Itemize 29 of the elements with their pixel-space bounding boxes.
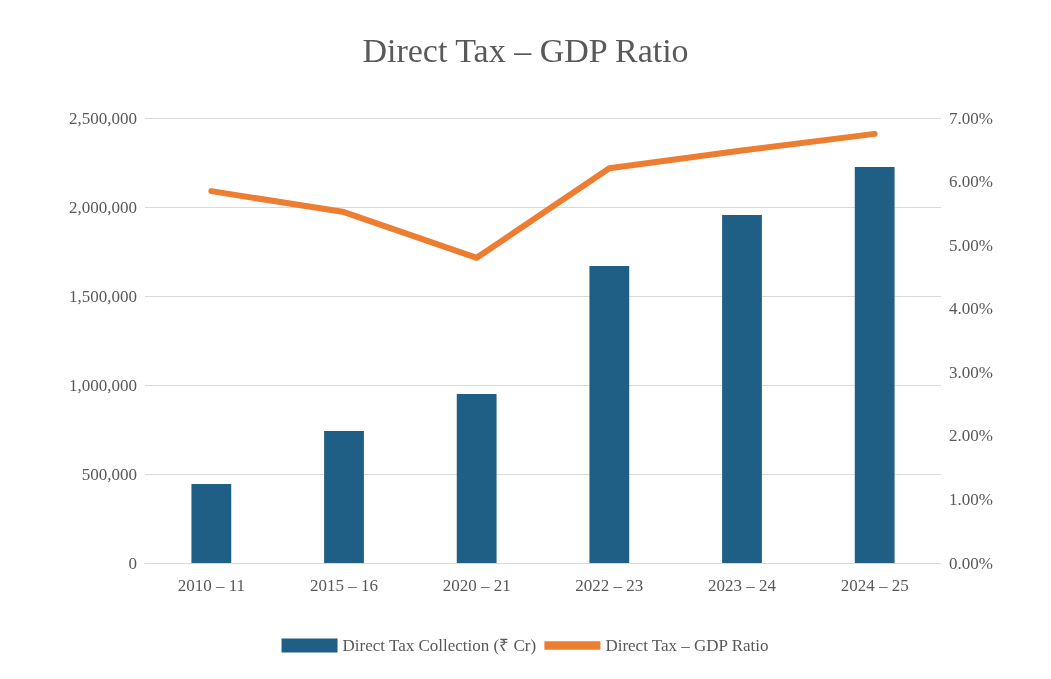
y2-tick-label: 1.00%	[949, 489, 993, 509]
chart-title: Direct Tax – GDP Ratio	[362, 31, 689, 69]
y-tick-label: 1,500,000	[69, 286, 137, 306]
x-tick-label: 2010 – 11	[177, 576, 246, 595]
x-tick-label: 2020 – 21	[442, 576, 511, 595]
x-tick-label: 2024 – 25	[840, 576, 909, 595]
y2-tick-label: 3.00%	[949, 362, 993, 382]
y2-tick-label: 2.00%	[949, 426, 993, 446]
y2-tick-label: 4.00%	[949, 299, 993, 319]
bar	[854, 166, 895, 563]
bar	[456, 394, 497, 563]
bar	[722, 215, 762, 563]
y-tick-label: 0	[128, 553, 137, 573]
legend-label: Direct Tax Collection (₹ Cr)	[342, 636, 537, 655]
y2-tick-label: 5.00%	[949, 235, 993, 255]
y2-tick-label: 0.00%	[949, 553, 993, 573]
x-tick-label: 2015 – 16	[310, 576, 378, 595]
y-tick-label: 500,000	[81, 464, 137, 484]
y-tick-label: 2,000,000	[69, 197, 137, 217]
bar	[589, 266, 630, 563]
y2-tick-label: 7.00%	[949, 108, 993, 128]
y-tick-label: 1,000,000	[69, 375, 137, 395]
bar	[191, 483, 232, 563]
y2-tick-label: 6.00%	[949, 172, 993, 192]
x-tick-label: 2023 – 24	[708, 576, 777, 595]
x-tick-label: 2022 – 23	[575, 576, 644, 595]
legend-label: Direct Tax – GDP Ratio	[605, 636, 769, 655]
y-tick-label: 2,500,000	[69, 108, 137, 128]
bar	[324, 431, 364, 563]
